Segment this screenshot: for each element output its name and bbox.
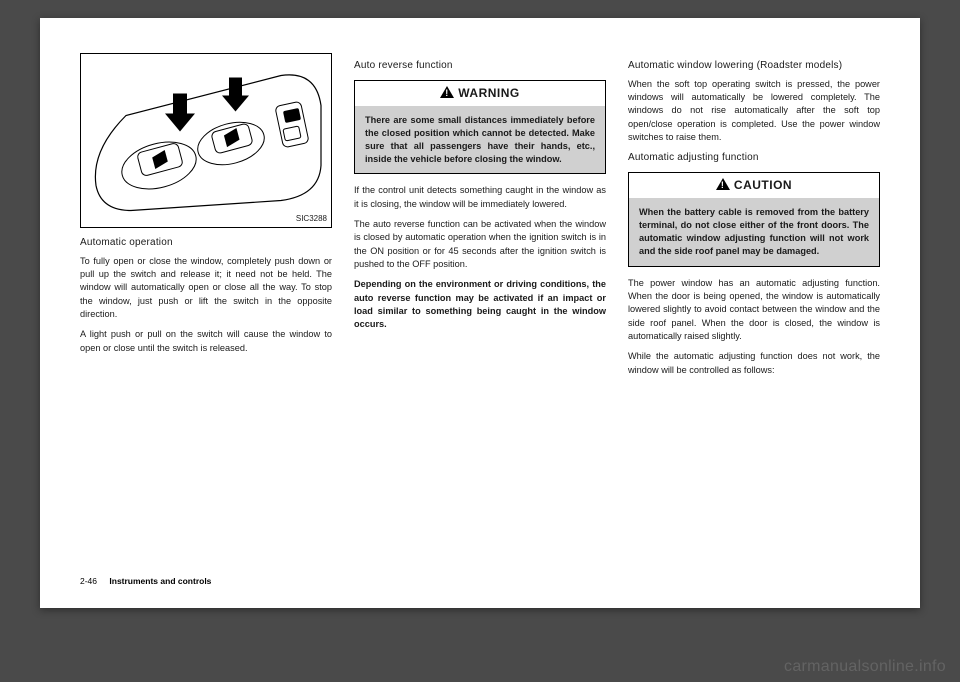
column-1: SIC3288 Automatic operation To fully ope…: [80, 53, 332, 543]
warning-callout: WARNING There are some small distances i…: [354, 80, 606, 175]
caution-header: CAUTION: [629, 173, 879, 198]
manual-page: SIC3288 Automatic operation To fully ope…: [40, 18, 920, 608]
paragraph-bold: Depending on the environment or driving …: [354, 278, 606, 331]
page-footer: 2-46 Instruments and controls: [80, 576, 211, 586]
switch-illustration: [81, 54, 331, 227]
caution-body: When the battery cable is removed from t…: [629, 198, 879, 266]
heading-auto-reverse: Auto reverse function: [354, 59, 606, 74]
warning-label: WARNING: [458, 86, 520, 100]
switch-figure: SIC3288: [80, 53, 332, 228]
section-title: Instruments and controls: [109, 576, 211, 586]
caution-callout: CAUTION When the battery cable is remove…: [628, 172, 880, 267]
caution-label: CAUTION: [734, 178, 792, 192]
column-3: Automatic window lowering (Roadster mode…: [628, 53, 880, 543]
paragraph: If the control unit detects something ca…: [354, 184, 606, 211]
heading-automatic-operation: Automatic operation: [80, 236, 332, 251]
caution-triangle-icon: [716, 178, 730, 190]
paragraph: The power window has an automatic adjust…: [628, 277, 880, 344]
column-layout: SIC3288 Automatic operation To fully ope…: [80, 53, 880, 543]
warning-header: WARNING: [355, 81, 605, 106]
paragraph: A light push or pull on the switch will …: [80, 328, 332, 355]
paragraph: While the automatic adjusting function d…: [628, 350, 880, 377]
figure-caption: SIC3288: [296, 213, 327, 225]
heading-auto-window-lowering: Automatic window lowering (Roadster mode…: [628, 59, 880, 74]
warning-body: There are some small distances immediate…: [355, 106, 605, 174]
heading-auto-adjusting: Automatic adjusting function: [628, 151, 880, 166]
paragraph: When the soft top operating switch is pr…: [628, 78, 880, 145]
warning-triangle-icon: [440, 86, 454, 98]
watermark: carmanualsonline.info: [784, 658, 946, 676]
column-2: Auto reverse function WARNING There are …: [354, 53, 606, 543]
page-number: 2-46: [80, 576, 97, 586]
paragraph: To fully open or close the window, compl…: [80, 255, 332, 322]
paragraph: The auto reverse function can be activat…: [354, 218, 606, 271]
